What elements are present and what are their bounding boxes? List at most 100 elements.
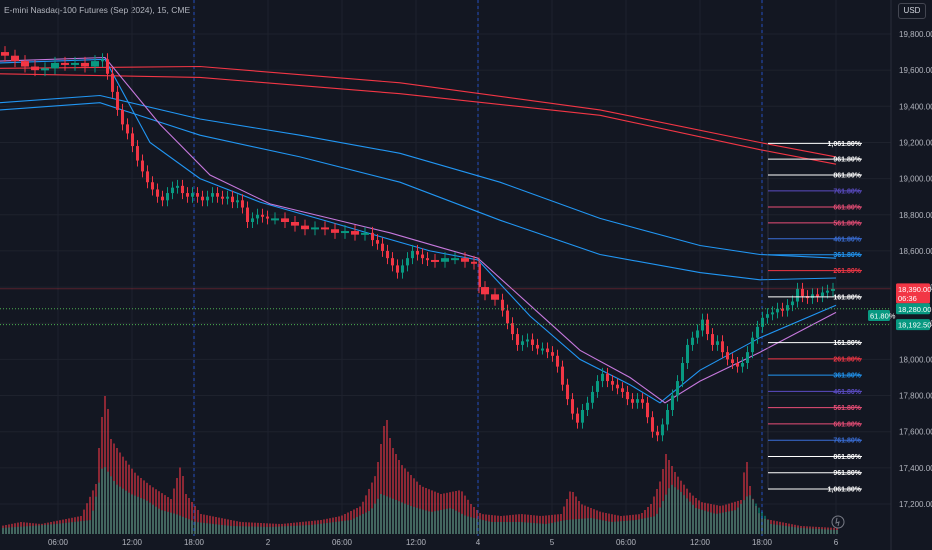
volume-bar: [263, 526, 265, 534]
volume-bar: [476, 518, 478, 534]
candle-body: [541, 348, 544, 351]
volume-bar: [17, 526, 19, 534]
fib-level-label: 461.80%: [833, 389, 861, 396]
volume-bar: [191, 520, 193, 534]
fib-level-label: 1,061.80%: [828, 141, 862, 148]
volume-bar: [89, 520, 91, 534]
volume-bar: [494, 522, 496, 534]
volume-bar: [395, 454, 397, 534]
x-tick-label: 6: [834, 538, 839, 547]
volume-bar: [485, 520, 487, 534]
currency-button[interactable]: USD: [898, 3, 926, 19]
candle-body: [696, 330, 699, 338]
x-tick-label: 18:00: [184, 538, 205, 547]
fib-level-label: 561.80%: [833, 405, 861, 412]
fib-level-label: 561.80%: [833, 220, 861, 227]
volume-bar: [530, 522, 532, 534]
candle-body: [791, 301, 794, 306]
volume-bar: [722, 512, 724, 534]
volume-bar: [89, 496, 91, 534]
candle-body: [401, 265, 404, 273]
volume-bar: [344, 520, 346, 534]
volume-bar: [371, 508, 373, 534]
volume-bar: [392, 448, 394, 534]
y-tick-label: 19,600.00: [899, 66, 932, 75]
fib-level-label: 161.80%: [833, 294, 861, 301]
candle-body: [621, 388, 624, 392]
volume-bar: [197, 510, 199, 534]
candle-body: [61, 62, 69, 65]
volume-bar: [806, 528, 808, 534]
x-tick-label: 06:00: [616, 538, 637, 547]
volume-bar: [35, 525, 37, 534]
volume-bar: [731, 510, 733, 534]
y-tick-label: 17,400.00: [899, 464, 932, 473]
candle-body: [361, 232, 369, 235]
moving-average-line: [0, 56, 837, 404]
candle-body: [391, 258, 394, 266]
volume-bar: [131, 494, 133, 534]
price-label-box: [896, 319, 930, 331]
volume-bar: [260, 526, 262, 534]
volume-bar: [422, 509, 424, 534]
x-tick-label: 5: [550, 538, 555, 547]
volume-bar: [269, 526, 271, 534]
volume-bar: [608, 521, 610, 534]
replay-icon[interactable]: [831, 515, 845, 529]
volume-bar: [86, 520, 88, 534]
candle-body: [526, 339, 529, 342]
y-tick-label: 18,600.00: [899, 247, 932, 256]
fib-level-label: 161.80%: [833, 340, 861, 347]
volume-bar: [278, 526, 280, 534]
volume-bar: [512, 522, 514, 534]
volume-bar: [239, 526, 241, 534]
fib-level-label: 261.80%: [833, 356, 861, 363]
x-tick-label: 18:00: [752, 538, 773, 547]
volume-bar: [533, 523, 535, 534]
candle-body: [191, 193, 194, 197]
y-tick-label: 18,000.00: [899, 355, 932, 364]
volume-bar: [698, 508, 700, 534]
y-tick-label: 19,200.00: [899, 138, 932, 147]
candle-body: [421, 254, 424, 259]
volume-bar: [461, 491, 463, 534]
volume-bar: [203, 522, 205, 534]
volume-bar: [794, 527, 796, 534]
volume-bar: [98, 482, 100, 534]
volume-bar: [770, 524, 772, 534]
candle-body: [616, 384, 619, 389]
volume-bar: [194, 521, 196, 534]
candle-body: [111, 73, 114, 92]
volume-bar: [209, 523, 211, 534]
volume-bar: [431, 511, 433, 534]
volume-bar: [785, 526, 787, 534]
fib-level-label: 861.80%: [833, 454, 861, 461]
volume-bar: [254, 526, 256, 534]
volume-bar: [827, 529, 829, 534]
volume-bar: [782, 525, 784, 534]
volume-bar: [8, 527, 10, 534]
candle-body: [211, 193, 214, 197]
volume-bar: [398, 460, 400, 534]
candle-body: [626, 391, 629, 400]
volume-bar: [575, 496, 577, 534]
volume-bar: [470, 517, 472, 534]
candle-body: [501, 299, 504, 311]
moving-average-line: [0, 102, 837, 281]
volume-bar: [308, 525, 310, 534]
candle-body: [646, 402, 649, 418]
volume-bar: [407, 471, 409, 534]
candle-body: [666, 410, 669, 425]
volume-bar: [407, 504, 409, 534]
volume-bar: [296, 525, 298, 534]
volume-bar: [194, 506, 196, 534]
candle-body: [206, 196, 209, 201]
volume-bar: [776, 524, 778, 534]
volume-bar: [38, 525, 40, 534]
volume-bar: [242, 526, 244, 534]
volume-bar: [107, 471, 109, 534]
candle-body: [186, 193, 189, 197]
volume-bar: [101, 468, 103, 534]
volume-bar: [773, 524, 775, 534]
